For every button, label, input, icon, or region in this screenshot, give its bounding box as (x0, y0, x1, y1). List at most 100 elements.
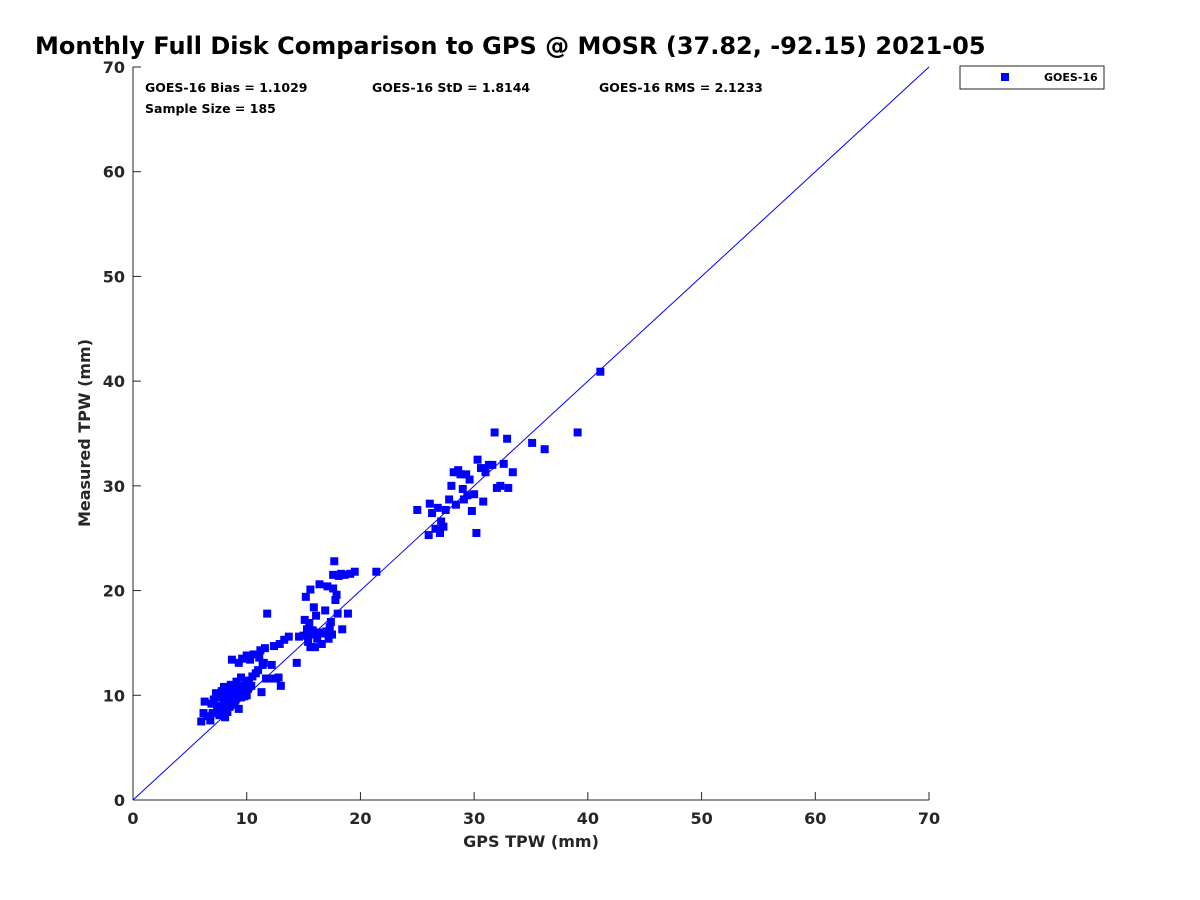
data-point (413, 505, 422, 514)
y-ticks: 0 10 20 30 40 50 60 70 (103, 58, 141, 810)
axes (132, 67, 929, 801)
data-point (456, 470, 465, 479)
x-tick-label: 40 (577, 809, 599, 828)
data-point (490, 428, 499, 437)
data-point (231, 683, 240, 692)
data-point (260, 644, 269, 653)
data-point (322, 627, 331, 636)
data-point (280, 635, 289, 644)
data-point (428, 509, 437, 518)
data-point (301, 592, 310, 601)
y-tick-label: 30 (103, 477, 125, 496)
data-point (424, 531, 433, 540)
data-point (504, 483, 513, 492)
x-tick-label: 0 (127, 809, 138, 828)
data-point (458, 484, 467, 493)
data-point (331, 595, 340, 604)
x-tick-label: 60 (804, 809, 826, 828)
data-point (300, 615, 309, 624)
data-point (229, 688, 238, 697)
data-point (221, 713, 230, 722)
data-point (463, 491, 472, 500)
data-point (299, 631, 308, 640)
data-point (499, 459, 508, 468)
y-axis-label: Measured TPW (mm) (75, 339, 94, 527)
data-points (197, 367, 605, 726)
data-point (496, 481, 505, 490)
data-point (441, 505, 450, 514)
data-point (445, 495, 454, 504)
data-point (215, 711, 224, 720)
data-point (324, 634, 333, 643)
data-point (596, 367, 605, 376)
data-point (310, 643, 319, 652)
data-point (214, 701, 223, 710)
data-point (239, 687, 248, 696)
data-point (462, 470, 471, 479)
data-point (439, 522, 448, 531)
data-point (254, 666, 263, 675)
data-point (346, 569, 355, 578)
data-point (270, 642, 279, 651)
data-point (238, 654, 247, 663)
data-point (317, 639, 326, 648)
std-stat: GOES-16 StD = 1.8144 (372, 80, 530, 95)
data-point (295, 632, 304, 641)
data-point (223, 708, 232, 717)
data-point (465, 475, 474, 484)
data-point (218, 705, 227, 714)
data-point (197, 717, 206, 726)
legend-label: GOES-16 (1044, 71, 1098, 84)
legend-marker (1001, 73, 1009, 81)
data-point (315, 580, 324, 589)
y-tick-label: 70 (103, 58, 125, 77)
data-point (479, 497, 488, 506)
data-point (332, 590, 341, 599)
data-point (226, 680, 235, 689)
data-point (447, 481, 456, 490)
data-point (326, 617, 335, 626)
data-point (244, 676, 253, 685)
data-point (231, 696, 240, 705)
data-point (242, 691, 251, 700)
data-point (200, 697, 209, 706)
data-point (306, 643, 315, 652)
data-point (313, 634, 322, 643)
data-point (275, 639, 284, 648)
data-point (247, 681, 256, 690)
data-point (350, 567, 359, 576)
data-point (259, 658, 268, 667)
data-point (451, 500, 460, 509)
data-point (321, 606, 330, 615)
data-point (207, 699, 216, 708)
data-point (372, 567, 381, 576)
data-point (308, 626, 317, 635)
x-tick-label: 20 (349, 809, 371, 828)
data-point (323, 582, 332, 591)
data-point (242, 651, 251, 660)
data-point (235, 681, 244, 690)
data-point (343, 609, 352, 618)
data-point (292, 658, 301, 667)
data-point (234, 658, 243, 667)
data-point (216, 693, 225, 702)
y-tick-label: 60 (103, 163, 125, 182)
data-point (328, 630, 336, 639)
one-to-one-line (132, 66, 930, 801)
data-point (232, 677, 241, 686)
data-point (306, 585, 315, 594)
y-tick-label: 50 (103, 267, 125, 286)
data-point (276, 681, 285, 690)
data-point (437, 517, 446, 526)
data-point (540, 445, 549, 454)
data-point (309, 603, 318, 612)
y-tick-label: 10 (103, 686, 125, 705)
data-point (255, 653, 264, 662)
data-point (249, 650, 258, 659)
data-point (265, 674, 274, 683)
data-point (433, 503, 442, 512)
data-point (307, 630, 316, 639)
data-point (508, 468, 517, 477)
data-point (267, 660, 276, 669)
